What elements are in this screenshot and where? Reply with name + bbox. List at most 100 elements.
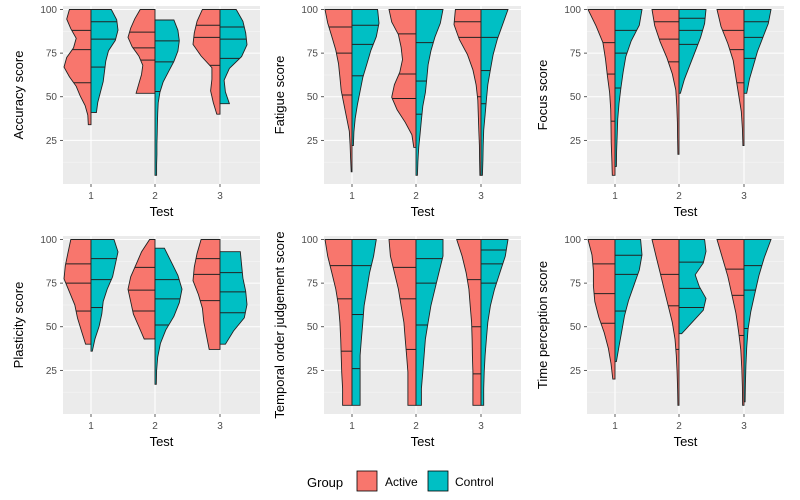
x-tick-label: 1 [612, 421, 618, 432]
violin-half-active [324, 9, 353, 173]
legend-title: Group [307, 475, 343, 490]
x-tick-label: 3 [741, 421, 747, 432]
x-tick-label: 2 [152, 191, 158, 202]
violin-half-control [90, 239, 119, 352]
x-tick-label: 3 [478, 191, 484, 202]
x-tick-label: 2 [413, 421, 419, 432]
y-axis-title: Temporal order judgement score [272, 231, 287, 418]
violin-half-active [192, 9, 221, 115]
panel-2: 25 50 75 100 1 2 3 Test Fatigue score [272, 5, 521, 219]
violin-half-active [651, 239, 680, 406]
y-tick-label: 100 [301, 5, 318, 16]
violin-half-active [587, 9, 616, 176]
violin-half-control [614, 239, 643, 363]
panel-4: 25 50 75 100 1 2 3 Test Plasticity score [11, 235, 260, 449]
y-tick-label: 75 [570, 279, 582, 290]
violin-half-active [587, 239, 616, 380]
y-axis-title: Time perception score [535, 261, 550, 389]
y-tick-label: 50 [570, 92, 582, 103]
y-tick-label: 50 [307, 92, 319, 103]
legend: Group Active Control [307, 470, 494, 492]
x-tick-label: 2 [413, 191, 419, 202]
violin-half-active [716, 9, 745, 147]
x-tick-label: 1 [349, 191, 355, 202]
violin-half-control [614, 9, 643, 168]
violin-half-active [651, 9, 680, 155]
violin-half-control [219, 9, 248, 105]
x-tick-label: 2 [676, 421, 682, 432]
violin-half-control [154, 19, 180, 176]
y-tick-label: 75 [46, 49, 58, 60]
y-tick-label: 100 [564, 5, 581, 16]
violin-half-active [63, 9, 92, 126]
x-axis-title: Test [411, 434, 435, 449]
y-tick-label: 75 [570, 49, 582, 60]
x-tick-label: 2 [676, 191, 682, 202]
violin-half-active [716, 239, 745, 406]
y-tick-label: 50 [570, 322, 582, 333]
y-tick-label: 100 [301, 235, 318, 246]
legend-key-active [356, 470, 378, 492]
violin-half-active [456, 239, 482, 406]
x-tick-label: 3 [217, 421, 223, 432]
violin-half-control [415, 239, 444, 406]
panel-5: 25 50 75 100 1 2 3 Test Temporal order judgement… [272, 231, 521, 449]
violin-half-control [743, 9, 772, 94]
violin-half-active [388, 239, 417, 406]
x-tick-label: 2 [152, 421, 158, 432]
y-axis-title: Accuracy score [11, 51, 26, 140]
panels-group: 25 50 75 100 1 2 3 Test Accuracy score 25 50 75 100 1… [11, 5, 784, 449]
y-tick-label: 25 [570, 136, 582, 147]
violin-half-active [127, 239, 156, 340]
y-tick-label: 100 [564, 235, 581, 246]
x-tick-label: 1 [88, 191, 94, 202]
violin-half-control [480, 9, 509, 176]
panel-6: 25 50 75 100 1 2 3 Test Time perception score [535, 235, 784, 449]
y-tick-label: 75 [307, 49, 319, 60]
violin-half-control [219, 251, 248, 345]
violin-half-control [90, 9, 119, 113]
y-axis-title: Focus score [535, 60, 550, 131]
y-tick-label: 25 [307, 366, 319, 377]
x-axis-title: Test [150, 434, 174, 449]
violin-half-active [453, 9, 482, 176]
y-tick-label: 25 [46, 366, 58, 377]
panel-1: 25 50 75 100 1 2 3 Test Accuracy score [11, 5, 260, 219]
x-tick-label: 3 [478, 421, 484, 432]
violin-half-control [154, 247, 183, 385]
x-axis-title: Test [674, 434, 698, 449]
violin-half-control [678, 239, 707, 335]
y-tick-label: 100 [40, 235, 57, 246]
legend-key-control [427, 470, 449, 492]
x-tick-label: 3 [217, 191, 223, 202]
violin-half-control [351, 239, 377, 406]
y-tick-label: 50 [46, 322, 58, 333]
panel-3: 25 50 75 100 1 2 3 Test Focus score [535, 5, 784, 219]
violin-half-active [192, 239, 221, 350]
y-tick-label: 75 [307, 279, 319, 290]
y-tick-label: 25 [570, 366, 582, 377]
violin-half-control [480, 239, 509, 406]
y-axis-title: Fatigue score [272, 56, 287, 135]
y-tick-label: 25 [307, 136, 319, 147]
violin-half-control [743, 239, 772, 403]
y-tick-label: 75 [46, 279, 58, 290]
y-tick-label: 50 [307, 322, 319, 333]
x-axis-title: Test [150, 204, 174, 219]
y-tick-label: 50 [46, 92, 58, 103]
legend-label-active: Active [385, 475, 418, 489]
x-tick-label: 1 [349, 421, 355, 432]
violin-half-control [415, 9, 444, 176]
violin-half-active [324, 239, 353, 406]
x-tick-label: 1 [612, 191, 618, 202]
x-axis-title: Test [674, 204, 698, 219]
violin-half-control [351, 9, 380, 147]
violin-half-active [388, 9, 417, 148]
x-tick-label: 3 [741, 191, 747, 202]
x-tick-label: 1 [88, 421, 94, 432]
legend-label-control: Control [455, 475, 494, 489]
y-tick-label: 25 [46, 136, 58, 147]
violin-half-active [63, 239, 92, 345]
y-axis-title: Plasticity score [11, 282, 26, 369]
